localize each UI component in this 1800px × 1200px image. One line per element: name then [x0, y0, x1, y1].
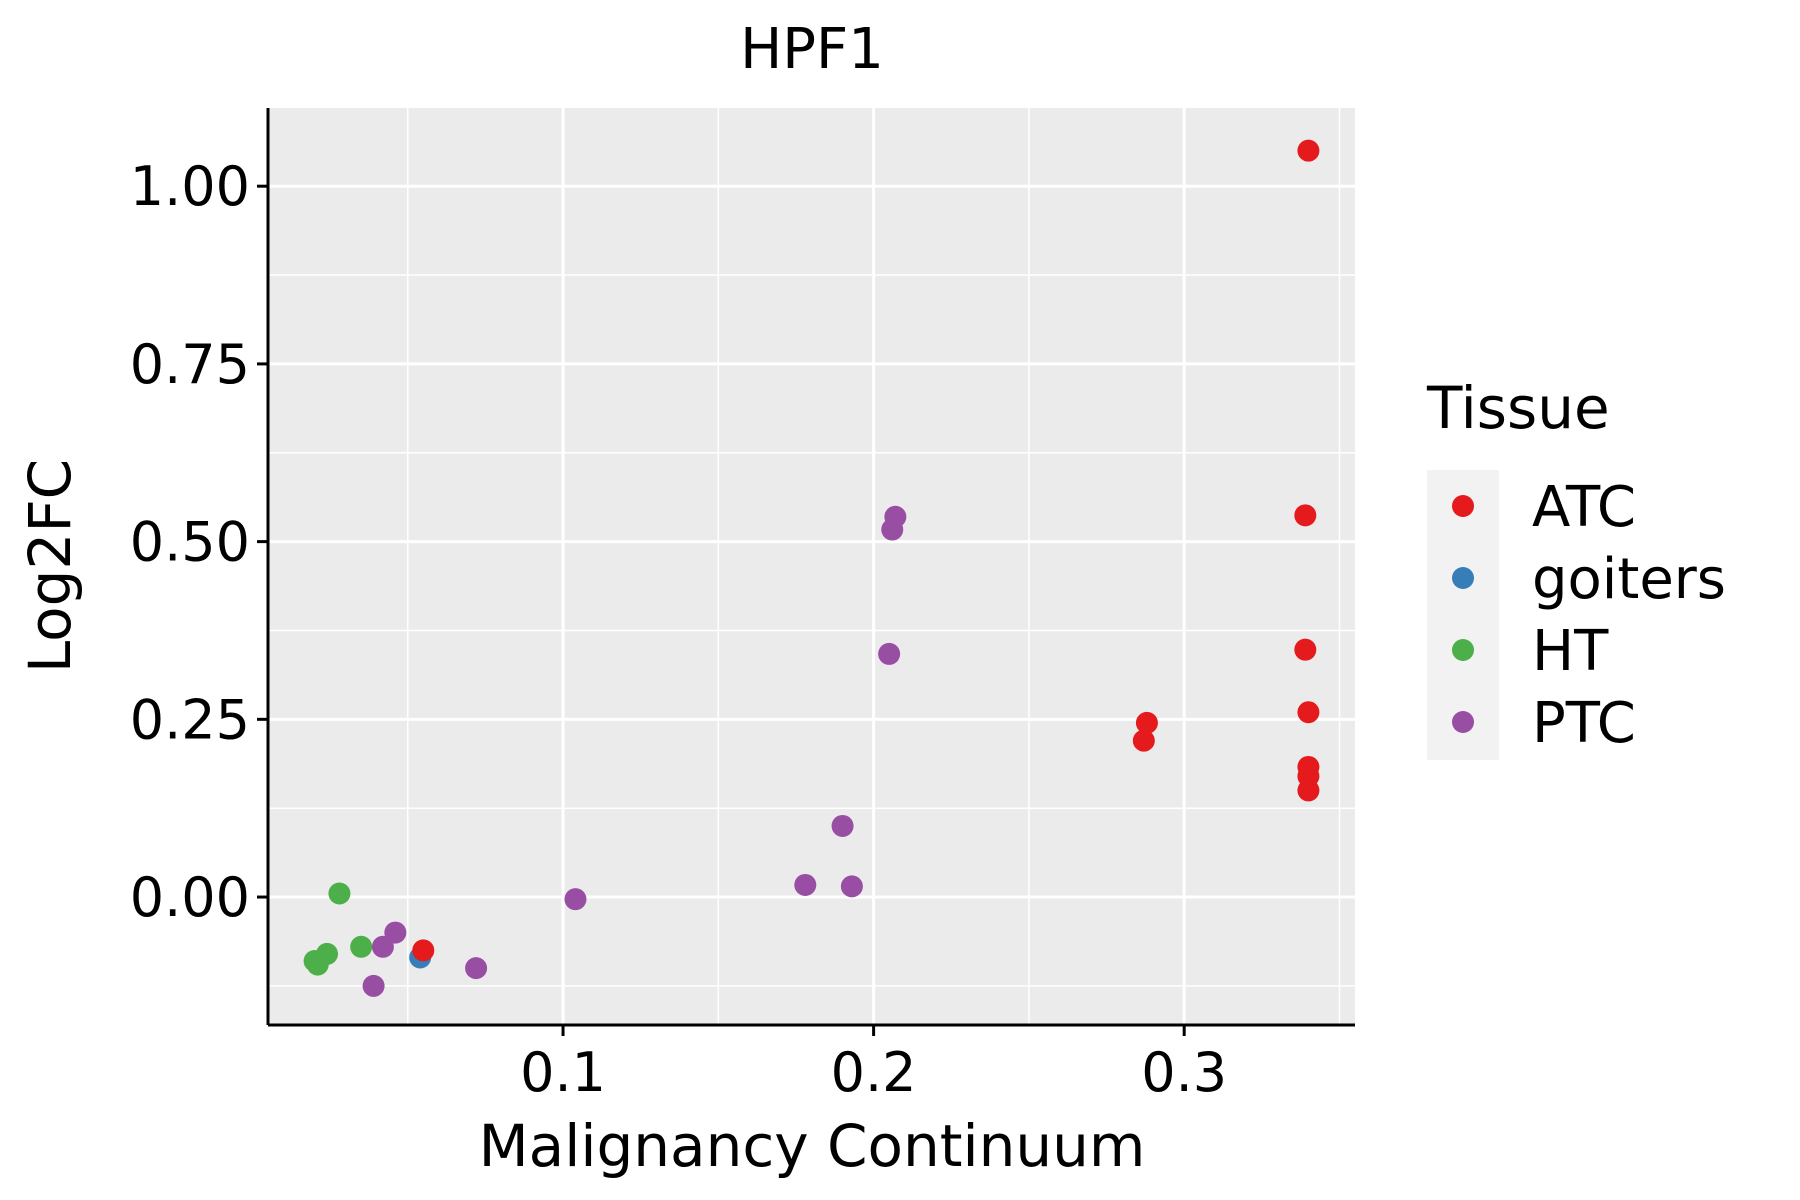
x-axis-ticks: 0.1 0.2 0.3 [520, 1025, 1227, 1104]
legend-marker-ptc [1452, 711, 1474, 733]
data-point-atc [1132, 729, 1155, 752]
data-point-atc [1294, 504, 1317, 527]
chart-title: HPF1 [740, 17, 884, 82]
data-point-ptc [384, 921, 407, 944]
legend-label-atc: ATC [1532, 475, 1636, 540]
data-point-ptc [840, 875, 863, 898]
legend-title: Tissue [1426, 374, 1610, 442]
data-point-ht [328, 882, 351, 905]
legend-entries: ATC goiters HT PTC [1452, 475, 1726, 756]
legend-label-ptc: PTC [1532, 691, 1636, 756]
data-point-atc [412, 939, 435, 962]
y-axis-label: Log2FC [16, 459, 84, 673]
plot-panel [268, 108, 1355, 1025]
data-point-atc [1294, 638, 1317, 661]
data-points [303, 139, 1320, 997]
y-tick-label: 0.75 [130, 333, 250, 396]
data-point-atc [1135, 711, 1158, 734]
major-gridlines [268, 108, 1355, 1025]
data-point-atc [1297, 779, 1320, 802]
minor-gridlines [268, 108, 1355, 1025]
y-tick-label: 0.50 [130, 511, 250, 574]
legend-label-ht: HT [1532, 619, 1609, 684]
data-point-ht [316, 942, 339, 965]
legend-label-goiters: goiters [1532, 547, 1726, 612]
y-axis-ticks: 0.00 0.25 0.50 0.75 1.00 [130, 155, 268, 929]
y-tick-label: 1.00 [130, 155, 250, 218]
data-point-ptc [831, 814, 854, 837]
x-tick-label: 0.1 [520, 1041, 606, 1104]
legend-marker-atc [1452, 495, 1474, 517]
data-point-ptc [371, 935, 394, 958]
data-point-ptc [794, 873, 817, 896]
data-point-ptc [878, 642, 901, 665]
x-tick-label: 0.2 [831, 1041, 917, 1104]
data-point-ptc [362, 974, 385, 997]
y-tick-label: 0.00 [130, 866, 250, 929]
x-axis-label: Malignancy Continuum [479, 1112, 1146, 1180]
legend-marker-goiters [1452, 567, 1474, 589]
data-point-atc [1297, 701, 1320, 724]
data-point-ptc [564, 888, 587, 911]
data-point-ptc [465, 957, 488, 980]
data-point-ht [350, 935, 373, 958]
legend-marker-ht [1452, 639, 1474, 661]
data-point-atc [1297, 139, 1320, 162]
y-tick-label: 0.25 [130, 688, 250, 751]
data-point-ptc [884, 505, 907, 528]
legend: Tissue ATC goiters HT PTC [1426, 374, 1726, 760]
x-tick-label: 0.3 [1141, 1041, 1227, 1104]
